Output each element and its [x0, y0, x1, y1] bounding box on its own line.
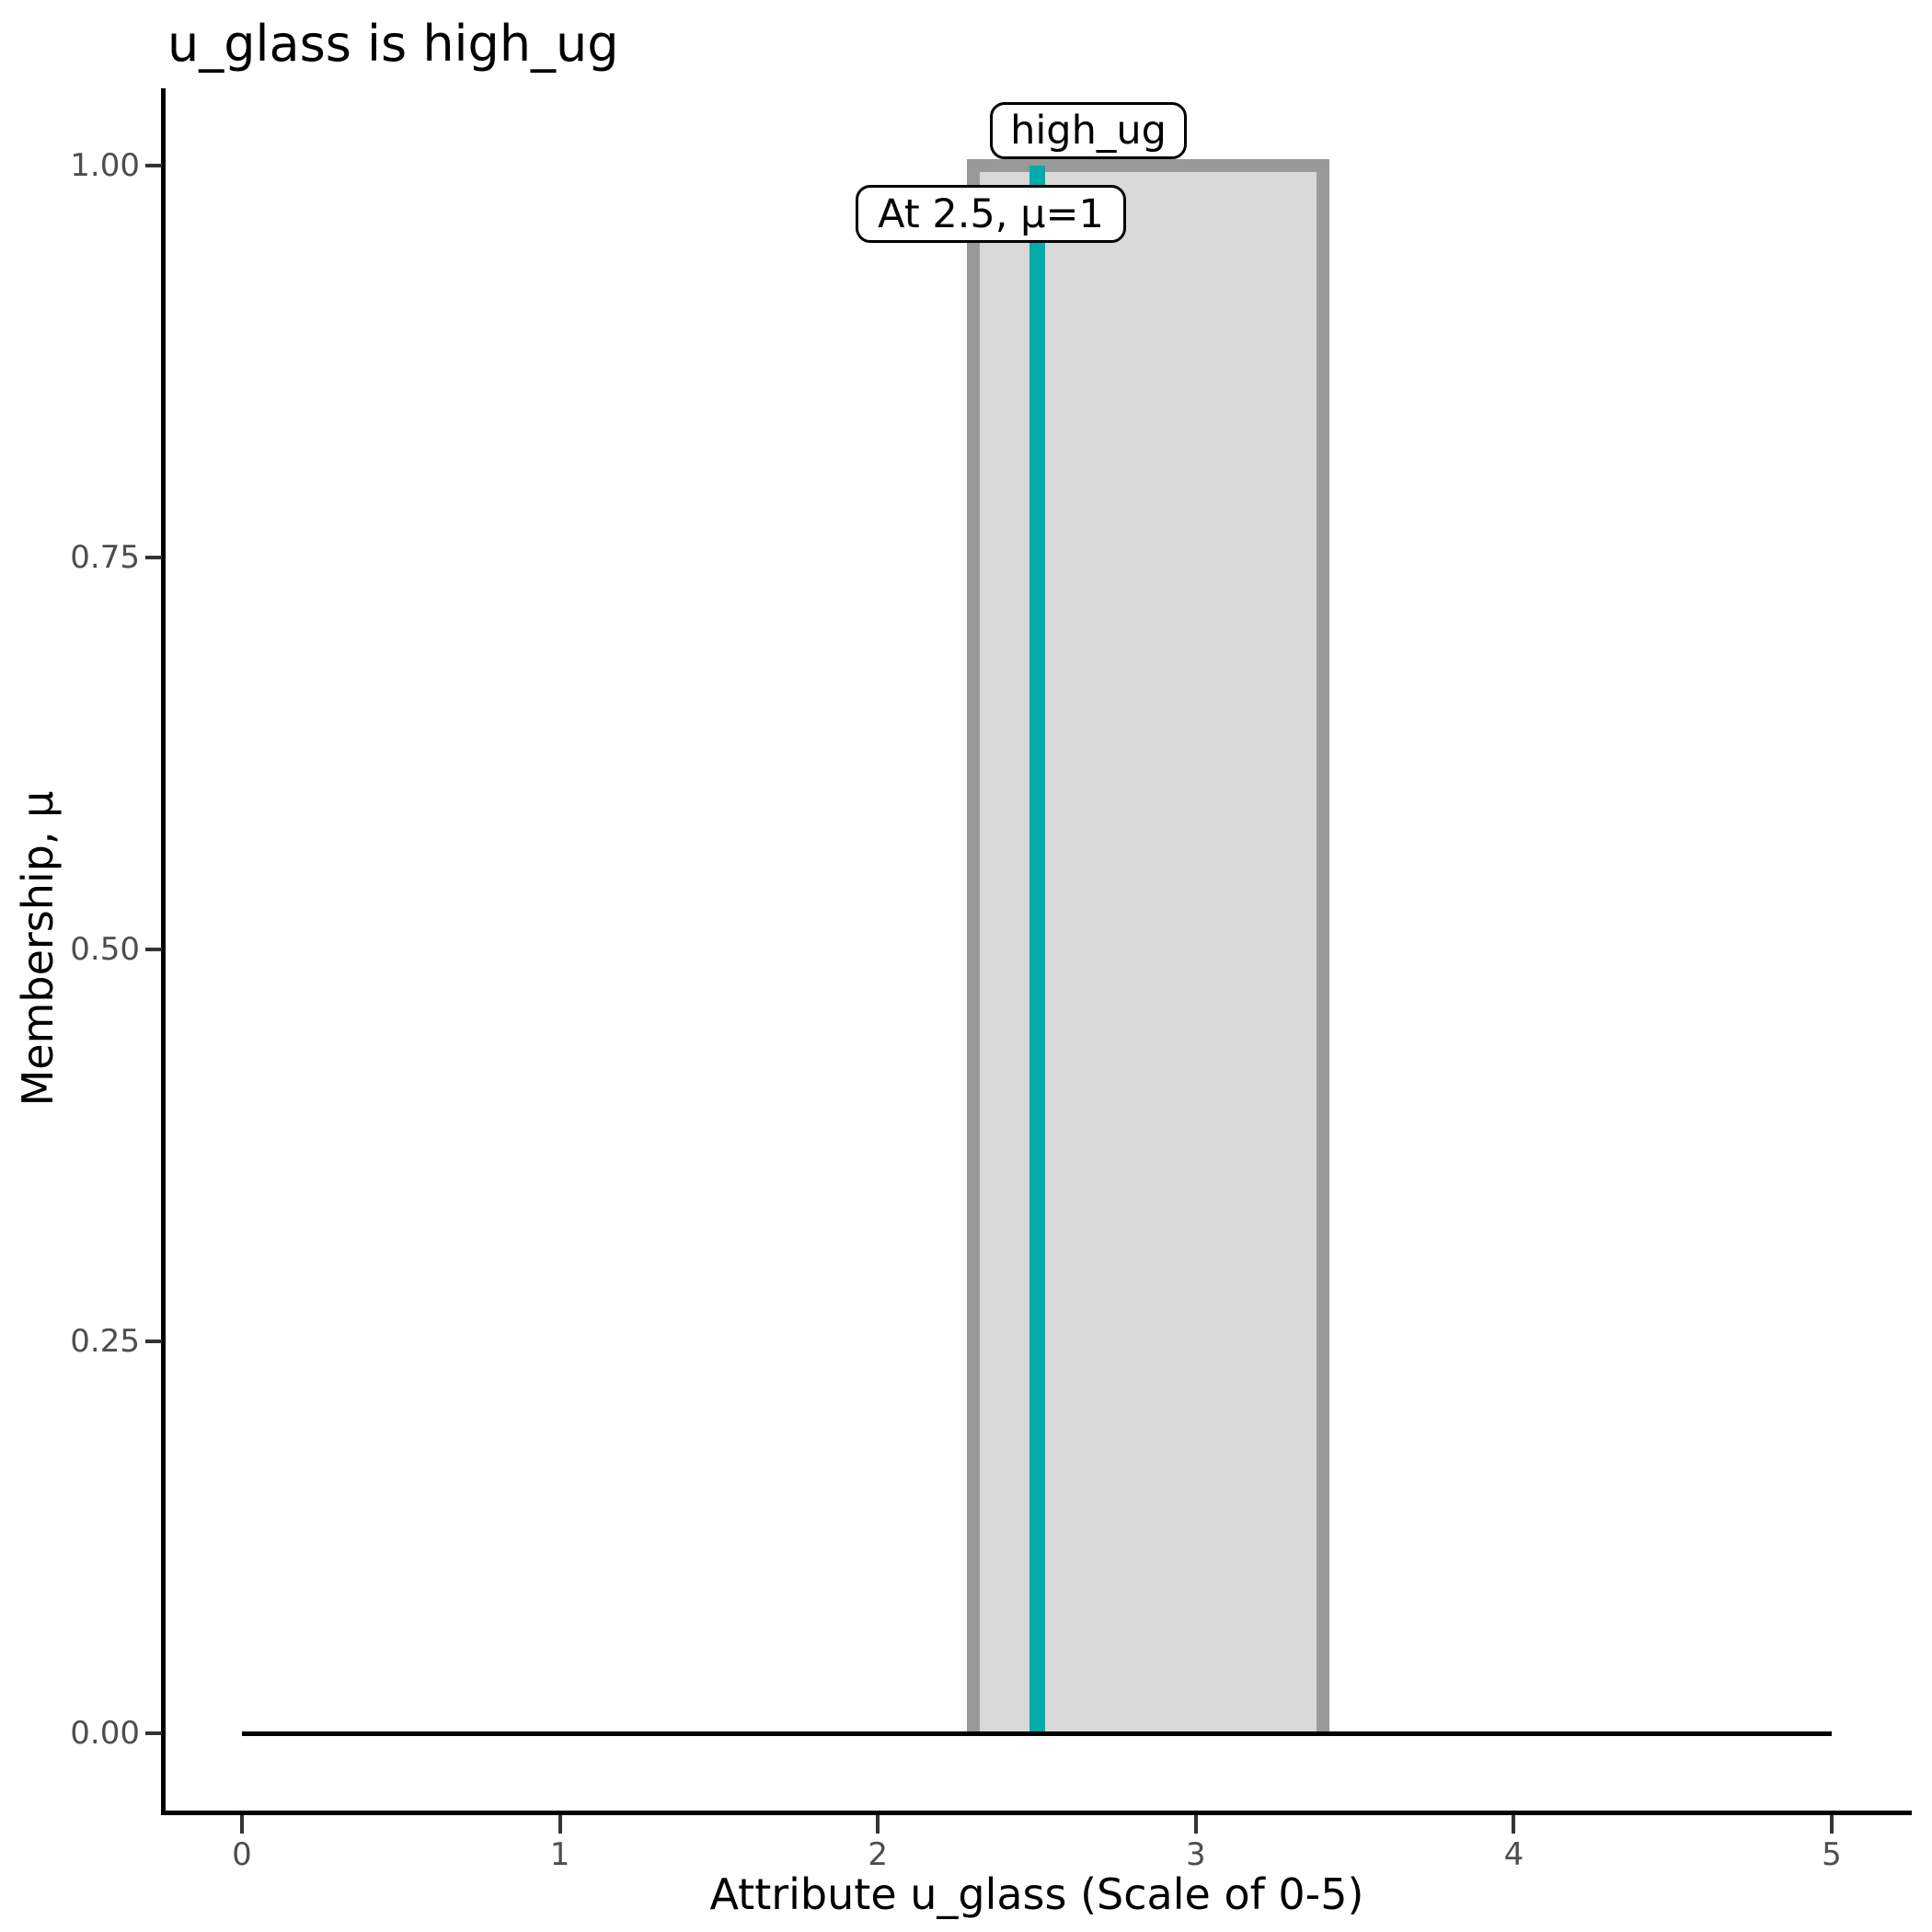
x-axis-line [161, 1811, 1912, 1815]
x-axis-title: Attribute u_glass (Scale of 0-5) [709, 1869, 1364, 1919]
set-label-box: high_ug [990, 102, 1187, 159]
y-tick-mark [145, 948, 162, 951]
set-label-text: high_ug [1010, 108, 1167, 154]
zero-membership-line [242, 1731, 1832, 1736]
x-tick-mark [1193, 1815, 1198, 1834]
x-tick-mark [1512, 1815, 1516, 1834]
y-axis-line [161, 88, 166, 1814]
x-tick-mark [240, 1815, 244, 1834]
chart-title: u_glass is high_ug [167, 15, 619, 73]
y-tick-label: 0.25 [70, 1323, 140, 1360]
y-tick-label: 1.00 [70, 147, 140, 184]
y-tick-mark [145, 1731, 162, 1735]
x-tick-mark [876, 1815, 880, 1834]
x-tick-label: 3 [1185, 1836, 1206, 1873]
x-tick-label: 2 [868, 1836, 888, 1873]
x-tick-label: 4 [1503, 1836, 1524, 1873]
y-tick-label: 0.00 [70, 1715, 140, 1752]
y-tick-mark [145, 164, 162, 167]
membership-set-rectangle [966, 159, 1330, 1735]
x-tick-label: 5 [1822, 1836, 1842, 1873]
marker-label-text: At 2.5, μ=1 [878, 190, 1104, 237]
marker-vline [1029, 166, 1045, 1735]
y-tick-mark [145, 1340, 162, 1343]
marker-label-box: At 2.5, μ=1 [856, 185, 1126, 243]
y-tick-mark [145, 556, 162, 559]
y-tick-label: 0.50 [70, 931, 140, 968]
x-tick-mark [558, 1815, 562, 1834]
x-tick-label: 0 [232, 1836, 252, 1873]
x-tick-label: 1 [549, 1836, 570, 1873]
x-tick-mark [1830, 1815, 1834, 1834]
y-tick-label: 0.75 [70, 539, 140, 576]
